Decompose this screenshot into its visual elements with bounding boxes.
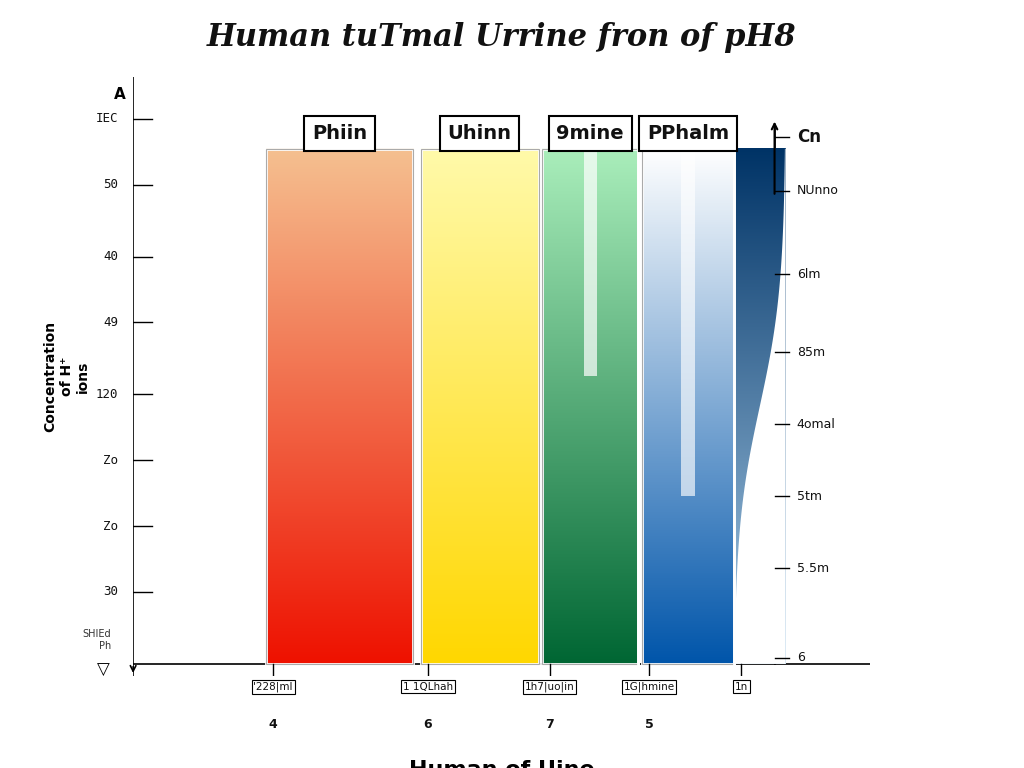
- Bar: [681, 149, 695, 496]
- Text: ▽: ▽: [97, 660, 110, 679]
- Bar: [543, 149, 638, 664]
- Bar: [584, 149, 597, 376]
- Text: 50: 50: [103, 178, 119, 191]
- Text: 120: 120: [96, 388, 119, 401]
- Text: 1G|hmine: 1G|hmine: [624, 682, 675, 692]
- Text: 1h7|uo|in: 1h7|uo|in: [525, 682, 574, 692]
- Bar: [266, 149, 414, 664]
- Bar: [642, 149, 734, 664]
- Text: 30: 30: [103, 585, 119, 598]
- Text: IEC: IEC: [96, 112, 119, 125]
- Text: 85m: 85m: [797, 346, 824, 359]
- Text: 4omal: 4omal: [797, 418, 836, 431]
- Text: Cn: Cn: [797, 127, 820, 146]
- Text: 6: 6: [797, 651, 805, 664]
- Bar: [543, 149, 638, 664]
- Polygon shape: [734, 149, 785, 664]
- Text: Phiin: Phiin: [312, 124, 368, 143]
- Text: Zo: Zo: [103, 520, 119, 532]
- Text: '228|ml: '228|ml: [254, 682, 293, 692]
- Text: Zo: Zo: [103, 454, 119, 467]
- Text: 6: 6: [424, 718, 432, 731]
- Text: 9mine: 9mine: [556, 124, 624, 143]
- Text: A: A: [114, 88, 126, 102]
- Text: 5.5m: 5.5m: [797, 561, 828, 574]
- Text: Human tuTmal Urrine fron of pH8: Human tuTmal Urrine fron of pH8: [207, 22, 797, 53]
- Text: Concentration
of H⁺
ions: Concentration of H⁺ ions: [44, 321, 90, 432]
- Text: NUnno: NUnno: [797, 184, 839, 197]
- Text: 40: 40: [103, 250, 119, 263]
- Text: 4: 4: [269, 718, 278, 731]
- Bar: [266, 149, 414, 664]
- Text: SHIEd
Ph: SHIEd Ph: [82, 629, 111, 650]
- Bar: [421, 149, 539, 664]
- Text: 49: 49: [103, 316, 119, 329]
- Bar: [421, 149, 539, 664]
- Text: Human of Uine: Human of Uine: [409, 760, 595, 768]
- Text: PPhalm: PPhalm: [647, 124, 729, 143]
- Bar: [642, 149, 734, 664]
- Text: 5tm: 5tm: [797, 490, 821, 502]
- Text: Uhinn: Uhinn: [447, 124, 512, 143]
- Text: 6lm: 6lm: [797, 268, 820, 281]
- Text: 1n: 1n: [735, 682, 748, 692]
- Text: 7: 7: [546, 718, 554, 731]
- Text: 1 1QLhah: 1 1QLhah: [403, 682, 453, 692]
- Text: 5: 5: [645, 718, 653, 731]
